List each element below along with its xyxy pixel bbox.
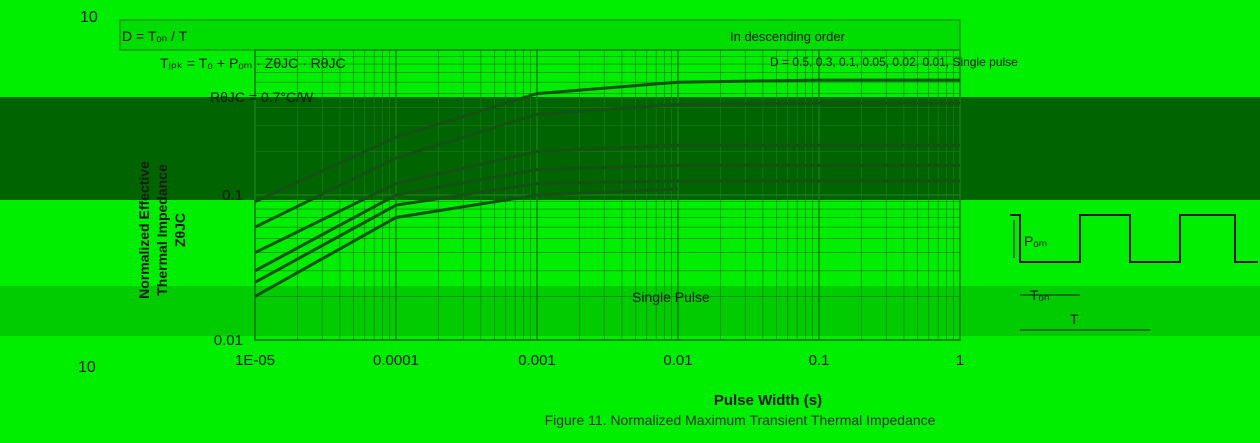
figure-caption: Figure 11. Normalized Maximum Transient …: [545, 412, 936, 428]
series-line-d-0-5: [254, 78, 960, 203]
legend-title: In descending order: [730, 29, 846, 44]
series-line-single-pulse: [254, 187, 679, 298]
band-dark-lower: [0, 286, 1260, 336]
y-tick-label: 0.01: [214, 332, 243, 349]
y-axis-title-line1: Normalized Effective: [136, 161, 152, 299]
x-tick-label: 1E-05: [235, 352, 275, 369]
y-tick-labels: 0.1 0.01: [214, 187, 243, 349]
x-tick-label: 0.01: [663, 352, 692, 369]
pdm-label: Pₒₘ: [1024, 233, 1047, 249]
y-tick-top: 10: [80, 9, 98, 26]
series-line-d-0-05: [254, 163, 960, 273]
grid: [254, 50, 960, 341]
y-axis-title: Normalized Effective Thermal Impedance Z…: [136, 161, 188, 299]
x-tick-label: 0.1: [809, 352, 830, 369]
x-tick-label: 0.0001: [373, 352, 419, 369]
y-axis-title-line2: Thermal Impedance: [154, 164, 170, 296]
x-tick-labels: 1E-05 0.0001 0.001 0.01 0.1 1: [235, 352, 964, 369]
y-axis-title-line3: ZθJC: [172, 213, 188, 247]
x-axis-title: Pulse Width (s): [714, 392, 822, 409]
annotation-tjpk: Tⱼₚₖ = T₀ + Pₒₘ · ZθJC · RθJC: [160, 55, 346, 71]
series-line-d-0-1: [254, 143, 960, 255]
pulse-diagram: [1010, 214, 1258, 331]
x-tick-label: 0.001: [518, 352, 556, 369]
x-tick-left: 10: [78, 359, 96, 376]
t-label: T: [1070, 311, 1079, 327]
annotation-duty-cycle: D = Tₒₙ / T: [122, 28, 188, 44]
y-tick-label: 0.1: [222, 187, 243, 204]
x-tick-label: 1: [956, 352, 964, 369]
series-lines: [254, 78, 960, 298]
series-line-d-0-02: [254, 179, 960, 284]
annotation-single-pulse: Single Pulse: [632, 289, 710, 305]
ton-label: Tₒₙ: [1030, 287, 1049, 303]
annotation-rthjc: RθJC = 0.7°C/W: [210, 89, 314, 105]
legend-items: D = 0.5, 0.3, 0.1, 0.05, 0.02, 0.01, Sin…: [770, 55, 1018, 69]
series-line-d-0-3: [254, 101, 960, 229]
pulse-waveform: [1010, 214, 1258, 263]
